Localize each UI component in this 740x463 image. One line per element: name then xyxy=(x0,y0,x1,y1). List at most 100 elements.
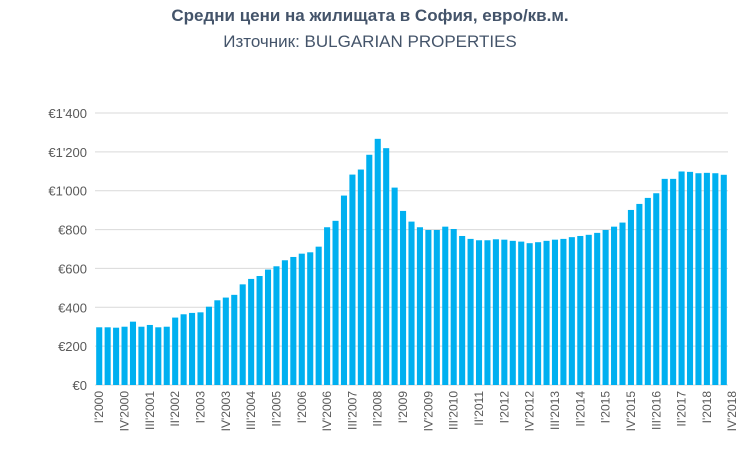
bar-III-2014 xyxy=(585,234,592,385)
x-tick-label: III'2010 xyxy=(447,391,461,430)
bar-II-2008 xyxy=(374,138,381,385)
x-tick-label: IV'2018 xyxy=(725,391,739,432)
bar-III-2001 xyxy=(146,324,153,385)
bar-II-2011 xyxy=(475,240,483,385)
bar-II-2009 xyxy=(408,221,415,385)
x-tick-label: IV'2006 xyxy=(320,391,334,432)
bar-II-2017 xyxy=(678,171,685,385)
bar-III-2011 xyxy=(484,240,491,385)
bar-II-2002 xyxy=(172,317,179,385)
y-tick-label: €1'000 xyxy=(48,184,87,199)
bar-IV-2011 xyxy=(492,239,499,385)
bar-IV-2010 xyxy=(459,235,466,385)
bar-I-2008 xyxy=(366,154,373,385)
bar-IV-2014 xyxy=(594,232,601,385)
x-tick-label: II'2005 xyxy=(269,391,283,427)
bar-III-2004 xyxy=(248,278,255,385)
bar-II-2006 xyxy=(307,252,314,385)
bar-I-2012 xyxy=(501,239,508,385)
bar-IV-2004 xyxy=(256,276,263,385)
x-tick-label: III'2007 xyxy=(345,391,359,430)
x-tick-label: I'2012 xyxy=(497,391,511,424)
bar-II-2013 xyxy=(543,240,550,385)
bar-IV-2002 xyxy=(189,312,196,385)
x-tick-label: IV'2003 xyxy=(219,391,233,432)
bar-III-2007 xyxy=(349,174,356,385)
bar-II-2001 xyxy=(138,326,145,385)
x-tick-label: III'2013 xyxy=(548,391,562,430)
bar-IV-2009 xyxy=(425,229,432,385)
x-tick-label: I'2015 xyxy=(599,391,613,424)
y-tick-label: €200 xyxy=(58,339,87,354)
y-tick-label: €0 xyxy=(73,378,87,393)
x-tick-label: II'2014 xyxy=(573,391,587,427)
bar-IV-2016 xyxy=(661,178,668,385)
bar-I-2003 xyxy=(197,312,204,385)
bar-II-2000 xyxy=(104,327,111,385)
bar-II-2005 xyxy=(273,266,280,385)
bar-III-2013 xyxy=(551,239,559,385)
x-tick-label: IV'2000 xyxy=(118,391,132,432)
bar-I-2017 xyxy=(670,178,677,385)
bar-I-2004 xyxy=(231,294,238,385)
x-tick-label: II'2008 xyxy=(371,391,385,427)
bar-III-2002 xyxy=(180,314,187,385)
bar-I-2005 xyxy=(264,269,272,385)
bar-IV-2012 xyxy=(526,243,533,385)
bar-I-2015 xyxy=(602,229,609,385)
x-tick-label: IV'2009 xyxy=(421,391,435,432)
bar-III-2015 xyxy=(619,222,626,385)
x-tick-label: IV'2015 xyxy=(624,391,638,432)
bar-IV-2015 xyxy=(627,209,634,385)
bar-III-2009 xyxy=(416,227,423,385)
x-tick-label: III'2004 xyxy=(244,391,258,430)
bar-III-2017 xyxy=(686,171,694,385)
bar-II-2010 xyxy=(442,226,449,385)
bar-I-2018 xyxy=(703,172,710,385)
x-tick-label: III'2001 xyxy=(143,391,157,430)
bar-I-2016 xyxy=(636,203,643,385)
bar-III-2005 xyxy=(281,260,288,385)
bar-III-2010 xyxy=(450,228,457,385)
bar-I-2006 xyxy=(298,253,305,385)
bar-II-2016 xyxy=(644,197,651,385)
bar-II-2014 xyxy=(577,235,584,385)
y-tick-label: €400 xyxy=(58,300,87,315)
x-tick-label: II'2011 xyxy=(472,391,486,426)
bar-I-2009 xyxy=(400,210,407,385)
chart-subtitle: Източник: BULGARIAN PROPERTIES xyxy=(223,32,517,51)
bar-IV-2017 xyxy=(695,173,702,385)
bar-II-2018 xyxy=(712,173,719,385)
x-tick-label: III'2016 xyxy=(649,391,663,430)
bar-II-2003 xyxy=(205,306,212,385)
x-tick-label: I'2009 xyxy=(396,391,410,424)
x-tick-label: I'2003 xyxy=(194,391,208,424)
bar-IV-2005 xyxy=(290,256,297,385)
bar-I-2014 xyxy=(568,237,575,385)
x-tick-label: I'2000 xyxy=(92,391,106,424)
chart-title: Средни цени на жилищата в София, евро/кв… xyxy=(171,6,569,25)
x-tick-label: II'2017 xyxy=(675,391,689,427)
bar-II-2004 xyxy=(239,284,246,385)
bar-I-2011 xyxy=(467,238,474,385)
bar-III-2000 xyxy=(113,327,120,385)
y-tick-label: €600 xyxy=(58,261,87,276)
x-tick-label: I'2018 xyxy=(700,391,714,424)
bar-III-2006 xyxy=(315,246,322,385)
x-tick-label: I'2006 xyxy=(295,391,309,424)
y-tick-label: €800 xyxy=(58,223,87,238)
bar-III-2008 xyxy=(383,148,390,385)
bar-II-2015 xyxy=(611,226,618,385)
bar-I-2002 xyxy=(163,326,170,385)
bar-IV-2008 xyxy=(391,187,398,385)
bar-II-2007 xyxy=(340,195,348,385)
bar-III-2012 xyxy=(518,241,525,385)
bar-I-2001 xyxy=(129,321,137,385)
bar-I-2000 xyxy=(96,327,103,385)
x-tick-label: II'2002 xyxy=(168,391,182,427)
bar-IV-2000 xyxy=(121,326,128,385)
bar-IV-2006 xyxy=(324,227,331,385)
bar-IV-2003 xyxy=(222,297,229,385)
bar-IV-2001 xyxy=(155,327,162,385)
